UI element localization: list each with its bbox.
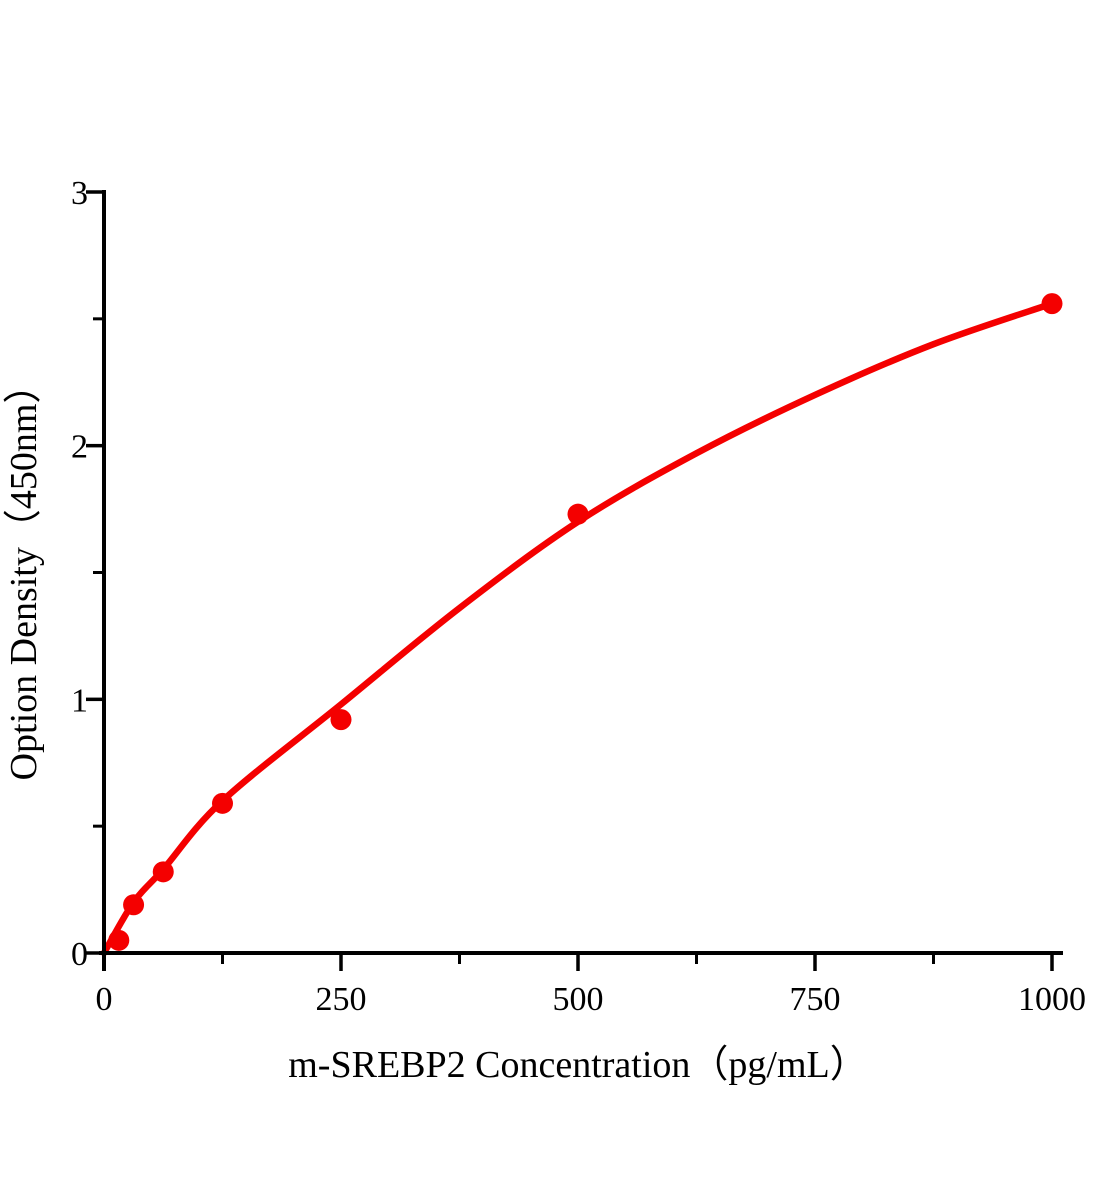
y-axis-title: Option Density（450nm） (3, 366, 45, 781)
y-tick-label: 0 (71, 936, 88, 973)
x-tick-label: 0 (96, 981, 113, 1018)
x-tick-label: 250 (316, 981, 367, 1018)
y-tick-labels: 0 1 2 3 (71, 175, 88, 973)
x-tick-label: 1000 (1018, 981, 1086, 1018)
x-axis-title: m-SREBP2 Concentration（pg/mL） (288, 1044, 867, 1086)
data-point-marker (567, 503, 589, 525)
y-tick-label: 1 (71, 682, 88, 719)
y-tick-label: 2 (71, 429, 88, 466)
series-points (108, 293, 1063, 951)
x-tick-labels: 0 250 500 750 1000 (96, 981, 1087, 1018)
axes (86, 190, 1063, 971)
series-curve (100, 300, 1056, 957)
y-tick-label: 3 (71, 175, 88, 212)
data-point-marker (1041, 293, 1063, 315)
y-axis-ticks (86, 190, 102, 955)
data-point-marker (108, 929, 130, 951)
x-axis-ticks (102, 955, 1054, 971)
x-tick-label: 750 (790, 981, 841, 1018)
data-point-marker (330, 709, 352, 731)
data-point-marker (123, 894, 145, 916)
data-point-marker (212, 792, 233, 814)
fit-curve-line (100, 300, 1056, 957)
data-point-marker (152, 861, 174, 883)
x-tick-label: 500 (553, 981, 604, 1018)
